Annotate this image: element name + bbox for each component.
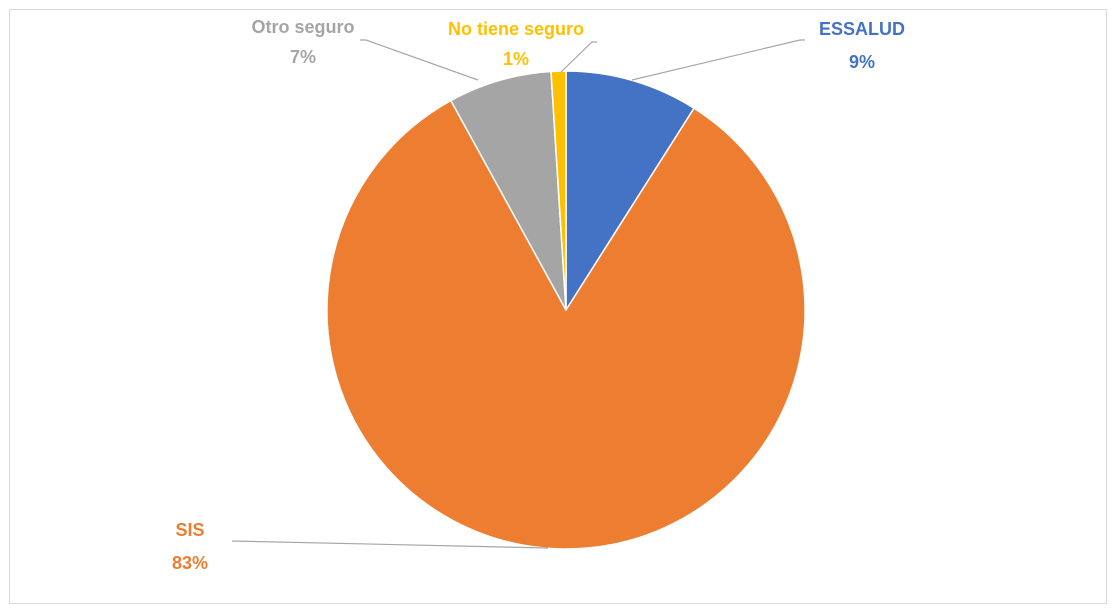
pie-slice	[449, 70, 567, 311]
value-label: 9%	[849, 52, 875, 72]
pie-slice	[565, 70, 696, 313]
value-label: 1%	[503, 49, 529, 69]
leader-line	[560, 41, 597, 73]
category-label: SIS	[175, 520, 204, 540]
category-label: No tiene seguro	[448, 19, 584, 39]
value-label: 83%	[172, 553, 208, 573]
pie-slice	[550, 70, 567, 311]
value-label: 7%	[290, 47, 316, 67]
leader-line	[360, 39, 479, 81]
category-label: Otro seguro	[251, 17, 354, 37]
leader-line	[631, 39, 805, 81]
leader-line	[231, 540, 549, 549]
category-label: ESSALUD	[819, 19, 905, 39]
pie-slice	[326, 99, 806, 550]
